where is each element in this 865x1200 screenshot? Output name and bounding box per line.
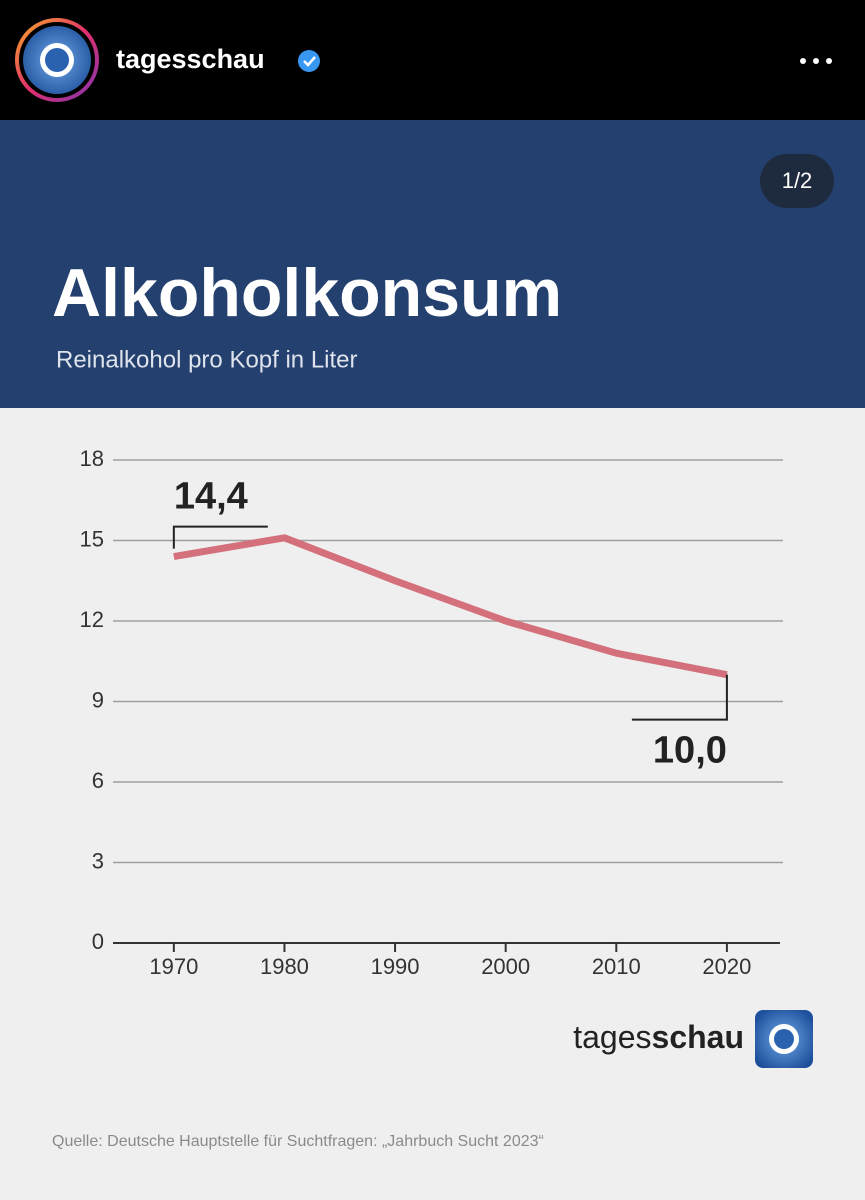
value-label: 10,0 — [653, 730, 727, 772]
x-tick-label: 2020 — [702, 954, 751, 979]
chart-subtitle: Reinalkohol pro Kopf in Liter — [56, 346, 358, 373]
page-indicator-pill — [760, 154, 834, 208]
chart-title: Alkoholkonsum — [52, 255, 562, 331]
y-tick-label: 12 — [80, 607, 104, 632]
avatar-ring[interactable] — [15, 18, 99, 102]
y-tick-label: 3 — [92, 848, 104, 873]
brand-name: tagesschau — [573, 1019, 744, 1055]
top-bar — [0, 0, 865, 120]
x-tick-label: 1980 — [260, 954, 309, 979]
x-tick-label: 1990 — [371, 954, 420, 979]
data-line — [173, 534, 728, 679]
x-tick-label: 1970 — [149, 954, 198, 979]
y-tick-label: 0 — [92, 929, 104, 954]
brand-bold: schau — [652, 1019, 744, 1055]
y-tick-label: 18 — [80, 446, 104, 471]
page-indicator: 1/2 — [782, 168, 813, 193]
x-tick-label: 2000 — [481, 954, 530, 979]
x-tick-label: 2010 — [592, 954, 641, 979]
annotation-bracket — [172, 525, 268, 549]
title-banner — [0, 120, 865, 408]
y-tick-label: 9 — [92, 687, 104, 712]
y-tick-label: 6 — [92, 768, 104, 793]
username[interactable]: tagesschau — [116, 44, 265, 74]
brand-light: tages — [573, 1019, 651, 1055]
y-tick-label: 15 — [80, 526, 104, 551]
brand-logo-icon — [774, 1029, 794, 1049]
verified-badge — [298, 50, 320, 72]
annotation-bracket — [631, 674, 728, 721]
value-label: 14,4 — [174, 476, 248, 518]
avatar-icon — [45, 48, 69, 72]
more-menu[interactable] — [800, 58, 832, 64]
verified-check — [303, 56, 316, 67]
source-note: Quelle: Deutsche Hauptstelle für Suchtfr… — [52, 1133, 544, 1150]
